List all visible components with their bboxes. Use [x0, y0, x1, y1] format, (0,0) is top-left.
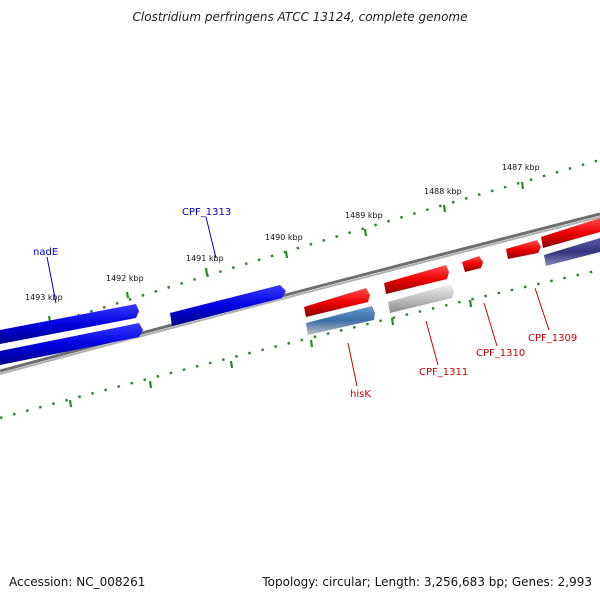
leader-CPF_1311 [425, 320, 439, 366]
gene-label-hisK[interactable]: hisK [350, 389, 371, 400]
gene-arrow[interactable] [0, 323, 143, 365]
gene-CPF_1310[interactable] [462, 256, 483, 272]
major-tick [284, 250, 289, 259]
leader-CPF_1309 [534, 287, 550, 331]
leader-hisK [347, 342, 358, 387]
tick-label: 1491 kbp [186, 254, 224, 263]
tick-label: 1489 kbp [345, 211, 383, 220]
map-title: Clostridium perfringens ATCC 13124, comp… [132, 10, 468, 24]
gene-CPF_1309[interactable] [541, 218, 600, 248]
accession-text: Accession: NC_008261 [9, 575, 146, 589]
gene-red-1[interactable] [304, 288, 370, 317]
tick-label: 1492 kbp [106, 274, 144, 283]
major-tick [229, 360, 234, 369]
major-tick [148, 380, 153, 389]
major-tick [204, 267, 209, 276]
major-tick [363, 228, 368, 237]
leader-nadE [46, 256, 57, 304]
tick-label: 1487 kbp [502, 163, 540, 172]
gene-label-CPF_1310[interactable]: CPF_1310 [476, 348, 525, 359]
major-tick [468, 299, 473, 308]
gene-hisK[interactable] [306, 306, 375, 335]
leader-CPF_1310 [483, 302, 498, 347]
genome-backbone [0, 212, 600, 375]
major-tick [68, 399, 73, 408]
leader-CPF_1313 [205, 216, 217, 259]
gene-label-CPF_1313[interactable]: CPF_1313 [182, 207, 231, 218]
major-tick [520, 181, 525, 190]
gene-CPF_1313[interactable] [170, 285, 286, 326]
gene-CPF_1311[interactable] [384, 265, 449, 294]
gene-label-CPF_1309[interactable]: CPF_1309 [528, 333, 577, 344]
gene-red-right[interactable] [506, 240, 541, 259]
major-tick [309, 339, 314, 348]
tick-label: 1493 kbp [25, 293, 63, 302]
major-tick [442, 204, 447, 213]
topology-summary: Topology: circular; Length: 3,256,683 bp… [262, 575, 592, 589]
major-tick [125, 291, 130, 299]
gene-purple[interactable] [544, 238, 600, 266]
gene-nadE[interactable] [0, 304, 139, 344]
major-ticks [47, 181, 525, 408]
tick-label: 1490 kbp [265, 233, 303, 242]
major-tick [390, 317, 395, 326]
gene-label-CPF_1311[interactable]: CPF_1311 [419, 367, 468, 378]
gene-label-nadE[interactable]: nadE [33, 247, 58, 258]
gene-gray[interactable] [388, 284, 454, 313]
tick-label: 1488 kbp [424, 187, 462, 196]
